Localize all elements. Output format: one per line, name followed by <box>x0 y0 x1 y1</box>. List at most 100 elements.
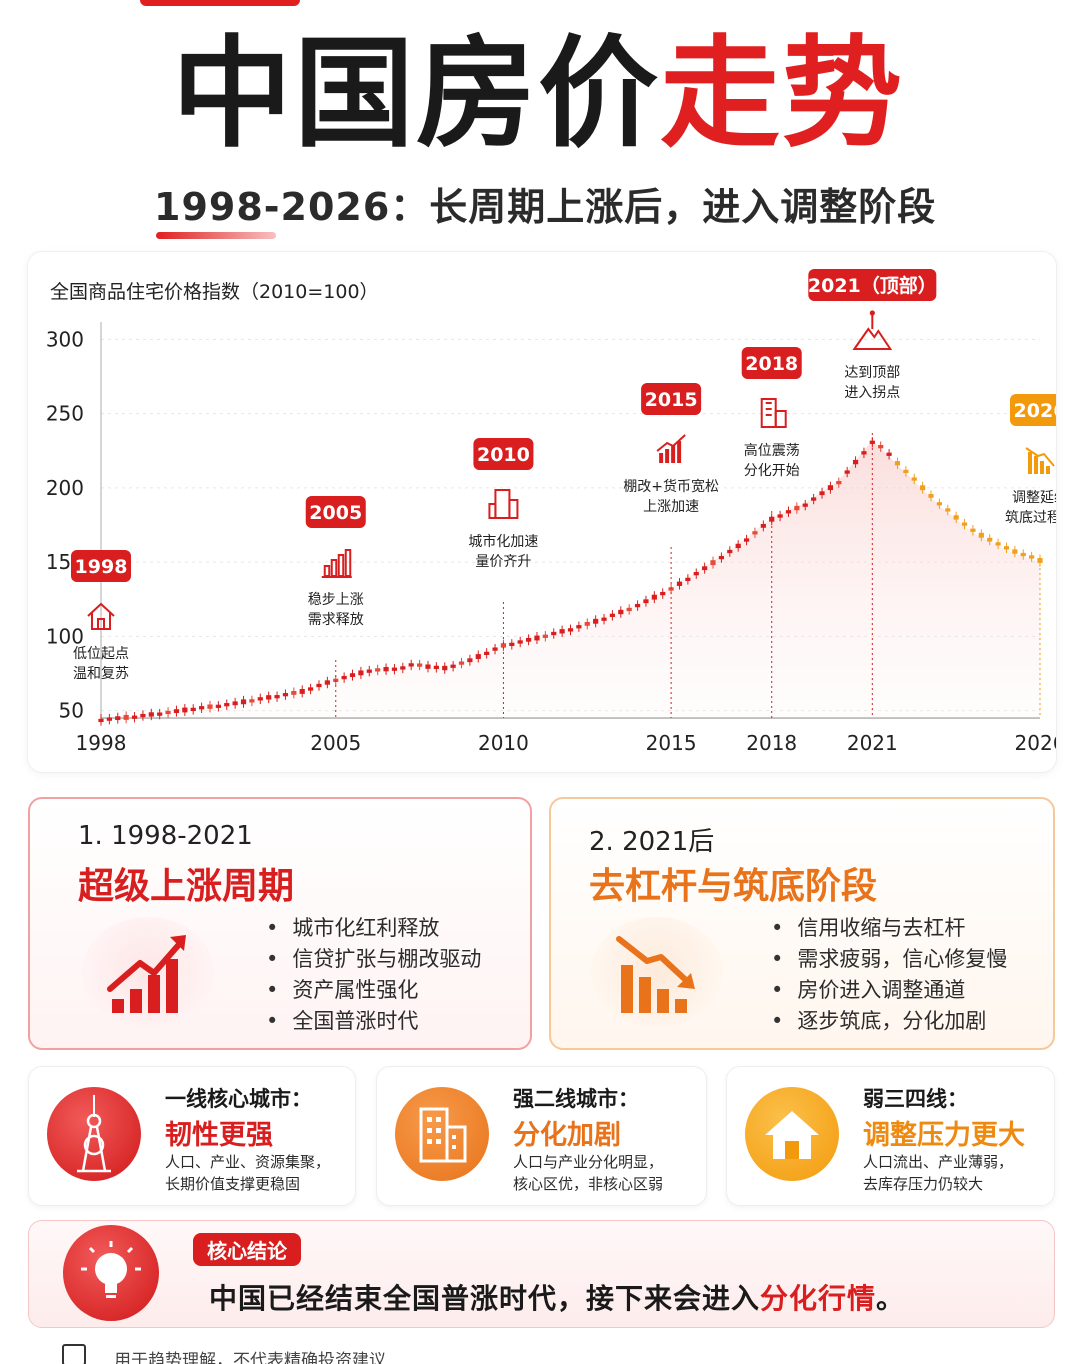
candle-body <box>785 510 792 514</box>
candle-body <box>945 508 951 512</box>
city-desc-line: 长期价值支撑更稳固 <box>165 1175 301 1193</box>
conclusion-highlight: 分化行情 <box>760 1282 877 1315</box>
annotation-text: 达到顶部 <box>844 365 900 381</box>
candle-body <box>685 577 691 582</box>
candle-body <box>316 683 322 688</box>
candle-body <box>358 670 364 676</box>
footer-disclaimer: 用于趋势理解，不代表精确投资建议 <box>114 1351 386 1364</box>
candle-body <box>727 549 733 554</box>
bullet: 资产属性强化 <box>266 975 481 1006</box>
mountain-icon <box>852 310 893 350</box>
bullet: 房价进入调整通道 <box>771 975 1007 1006</box>
candle-body <box>643 599 649 604</box>
candle-body <box>324 680 330 685</box>
city-title: 韧性更强 <box>165 1120 273 1151</box>
candle-body <box>433 665 439 670</box>
candle-body <box>626 607 632 612</box>
annotation-badge <box>1010 394 1056 426</box>
candle-body <box>173 709 180 713</box>
conclusion-text: 中国已经结束全国普涨时代，接下来会进入分化行情。 <box>209 1277 905 1317</box>
bars-icon <box>321 549 352 578</box>
annotation-badge-label: 2026 <box>1014 400 1056 422</box>
candle-body <box>894 461 901 466</box>
candle-body <box>157 712 163 716</box>
city-title: 分化加剧 <box>513 1120 621 1151</box>
title-main: 中国房价 <box>172 25 660 164</box>
annotation-badge-label: 2005 <box>309 502 362 524</box>
icon-part <box>1034 456 1038 474</box>
phase-title: 去杠杆与筑底阶段 <box>589 866 878 907</box>
conclusion-text-pre: 中国已经结束全国普涨时代，接下来会进入 <box>209 1282 761 1315</box>
candle-body <box>408 663 414 667</box>
icon-part <box>659 453 664 463</box>
subtitle-underline <box>156 232 276 239</box>
x-tick-label: 2021 <box>847 731 898 755</box>
candle-body <box>718 555 725 560</box>
x-tick-label: 2010 <box>478 731 529 755</box>
candle-body <box>1029 555 1035 559</box>
candle-body <box>366 669 372 673</box>
candle-body <box>928 494 934 498</box>
annotation-text: 城市化加速 <box>468 533 538 550</box>
x-tick-label: 2018 <box>746 731 797 755</box>
candle-body <box>811 497 817 501</box>
x-tick-label: 2015 <box>646 731 697 755</box>
phase-number: 1. 1998-2021 <box>78 821 253 851</box>
icon-part <box>97 618 105 630</box>
bullet: 城市化红利释放 <box>266 913 481 944</box>
annotation-badge <box>741 347 802 379</box>
candle-body <box>551 631 557 636</box>
candle-body <box>475 654 481 659</box>
icon-part <box>1040 461 1044 474</box>
candle-body <box>567 628 574 632</box>
candle-body <box>911 477 917 481</box>
icon-part <box>1046 466 1050 474</box>
candle-body <box>148 712 154 717</box>
annotation-text: 温和复苏 <box>73 665 129 682</box>
bullet: 逐步筑底，分化加剧 <box>771 1006 1007 1037</box>
phase-card-rising: 1. 1998-2021 超级上涨周期 城市化红利释放 信贷扩张与棚改驱动 资产… <box>28 797 532 1050</box>
candle-body <box>903 469 909 474</box>
icon-part <box>337 554 345 577</box>
icon-part <box>508 499 519 519</box>
candle-body <box>542 634 548 638</box>
candle-body <box>836 480 842 485</box>
candle-body <box>282 693 289 697</box>
bullet: 信用收缩与去杠杆 <box>771 913 1007 944</box>
house-icon <box>87 602 115 630</box>
annotation-text: 分化开始 <box>744 463 800 479</box>
candle-body <box>702 566 708 571</box>
candle-body <box>769 516 775 522</box>
city-label: 一线核心城市： <box>165 1087 312 1111</box>
city-card-tier2: 强二线城市： 分化加剧 人口与产业分化明显， 核心区优，非核心区弱 <box>376 1066 707 1206</box>
annotation-badge <box>641 383 702 415</box>
candle-body <box>1020 552 1026 557</box>
annotation-text: 筑底过程中 <box>1005 510 1056 526</box>
city-desc-line: 核心区优，非核心区弱 <box>513 1175 664 1193</box>
candle-body <box>752 531 758 535</box>
candle-body <box>416 663 423 667</box>
icon-part <box>852 327 893 350</box>
city-card-tier3: 弱三四线： 调整压力更大 人口流出、产业薄弱， 去库存压力仍较大 <box>726 1066 1055 1206</box>
candle-body <box>852 459 859 465</box>
icon-part <box>344 549 352 577</box>
candle-body <box>450 664 456 668</box>
city-description: 人口、产业、资源集聚， 长期价值支撑更稳固 <box>165 1151 350 1195</box>
candle-body <box>307 687 314 691</box>
rising-chart-icon <box>656 434 686 463</box>
annotation-badge-label: 2018 <box>745 353 798 375</box>
candle-body <box>383 666 389 672</box>
candle-body <box>509 642 515 646</box>
candle-body <box>492 647 498 651</box>
falling-bars-icon <box>591 917 723 1027</box>
candle-body <box>266 695 272 700</box>
annotation-badge <box>473 438 534 470</box>
annotation-text: 稳步上涨 <box>308 592 364 608</box>
annotation-text: 低位起点 <box>73 646 129 662</box>
phase-title: 超级上涨周期 <box>78 866 295 907</box>
candle-body <box>98 718 104 723</box>
candle-body <box>182 707 188 713</box>
